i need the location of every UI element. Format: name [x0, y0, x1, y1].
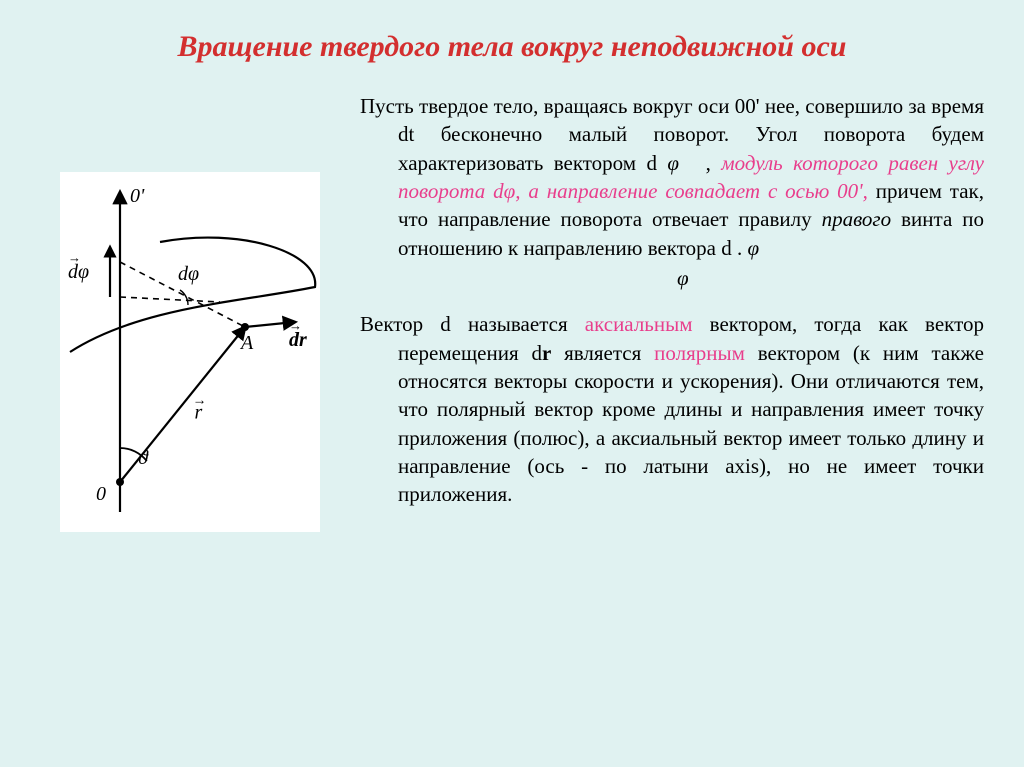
phi-vector-2: φ⃗: [747, 236, 775, 260]
svg-text:A: A: [239, 332, 254, 354]
p1-text-b: ,: [695, 151, 721, 175]
svg-text:ϑ: ϑ: [138, 447, 149, 469]
svg-text:0': 0': [130, 185, 145, 207]
phi-vector-1: φ⃗: [667, 151, 695, 175]
svg-text:→: →: [68, 250, 81, 265]
content-row: 00'r→ϑAdr→dφdφ→ Пусть твердое тело, вращ…: [40, 92, 984, 532]
paragraph-1: Пусть твердое тело, вращаясь вокруг оси …: [360, 92, 984, 292]
p1-pravo: правого: [822, 207, 892, 231]
rotation-diagram: 00'r→ϑAdr→dφdφ→: [60, 172, 320, 532]
p2-text-a: Вектор d называется: [360, 312, 585, 336]
paragraph-2: Вектор d называется аксиальным вектором,…: [360, 310, 984, 508]
p2-polar: полярным: [654, 341, 745, 365]
svg-text:dφ: dφ: [178, 263, 199, 285]
phi-vector-3: φ⃗: [677, 266, 705, 290]
page-title: Вращение твердого тела вокруг неподвижно…: [40, 30, 984, 64]
svg-text:→: →: [289, 318, 302, 333]
text-column: Пусть твердое тело, вращаясь вокруг оси …: [360, 92, 984, 532]
svg-text:0: 0: [96, 483, 106, 505]
p2-axial: аксиальным: [585, 312, 693, 336]
svg-text:→: →: [193, 394, 207, 409]
p2-text-d: вектором (к ним также относятся векторы …: [398, 341, 984, 507]
diagram-column: 00'r→ϑAdr→dφdφ→: [40, 92, 340, 532]
p2-r: r: [542, 341, 551, 365]
p2-text-c: является: [551, 341, 654, 365]
